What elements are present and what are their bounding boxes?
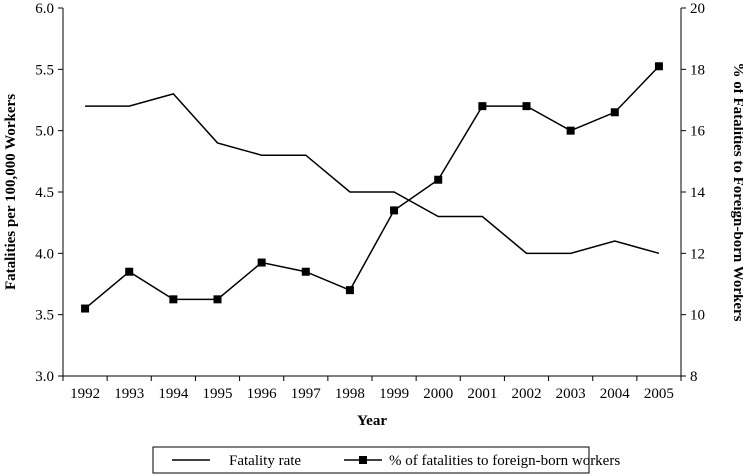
y-tick-label: 4.0 [35,246,54,262]
legend-marker-square [359,456,367,464]
data-point-marker [478,102,487,111]
y-tick-label: 4.5 [35,185,54,201]
x-tick-label: 1994 [158,386,189,402]
data-point-marker [610,108,619,117]
x-tick-label: 1997 [291,386,322,402]
y-axis-label: Fatalities per 100,000 Workers [3,94,19,290]
data-point-marker [345,286,354,295]
data-point-marker [81,304,90,313]
x-tick-label: 2005 [644,386,674,402]
tick-labels: 3.0 3.5 4.0 4.5 5.0 5.5 6.0 8 10 12 14 16 18 20 1992 19… [35,1,705,402]
data-point-marker [301,267,310,276]
x-tick-label: 1992 [70,386,100,402]
y-tick-label: 6.0 [35,1,54,17]
data-point-marker [522,102,531,111]
x-tick-label: 1993 [114,386,144,402]
y2-tick-label: 14 [690,185,706,201]
data-point-marker [257,258,266,267]
x-tick-label: 1999 [379,386,409,402]
legend-box [152,446,590,474]
x-tick-label: 2002 [512,386,542,402]
y2-tick-label: 10 [690,308,705,324]
data-point-marker [390,206,399,215]
x-tick-label: 1996 [247,386,278,402]
y2-tick-label: 12 [690,246,705,262]
data-point-marker [434,175,443,184]
axes [58,7,686,381]
legend-label-foreign-born: % of fatalities to foreign-born workers [389,453,620,469]
y2-axis-label: % of Fatalities to Foreign-born Workers [730,63,743,322]
x-tick-label: 1998 [335,386,365,402]
legend: Fatality rate % of fatalities to foreign… [152,446,620,474]
x-tick-label: 2003 [556,386,586,402]
y-tick-label: 3.5 [35,308,54,324]
data-point-marker [213,295,222,304]
y2-tick-label: 18 [690,62,705,78]
data-point-marker [125,267,134,276]
data-point-marker [169,295,178,304]
data-point-marker [566,126,575,135]
legend-label-fatality-rate: Fatality rate [229,453,301,469]
series-line-foreign-born [84,65,660,310]
series-line-fatality-rate [85,93,660,255]
data-point-marker [654,62,663,71]
x-tick-label: 2001 [467,386,497,402]
y-tick-label: 3.0 [35,369,54,385]
y2-tick-label: 16 [690,124,706,140]
x-tick-label: 1995 [203,386,233,402]
x-tick-label: 2000 [423,386,453,402]
y-tick-label: 5.5 [35,62,54,78]
y-tick-label: 5.0 [35,124,54,140]
y2-tick-label: 8 [690,369,698,385]
series [81,62,663,313]
y2-tick-label: 20 [690,1,705,17]
x-tick-label: 2004 [600,386,631,402]
x-axis-label: Year [357,413,387,429]
